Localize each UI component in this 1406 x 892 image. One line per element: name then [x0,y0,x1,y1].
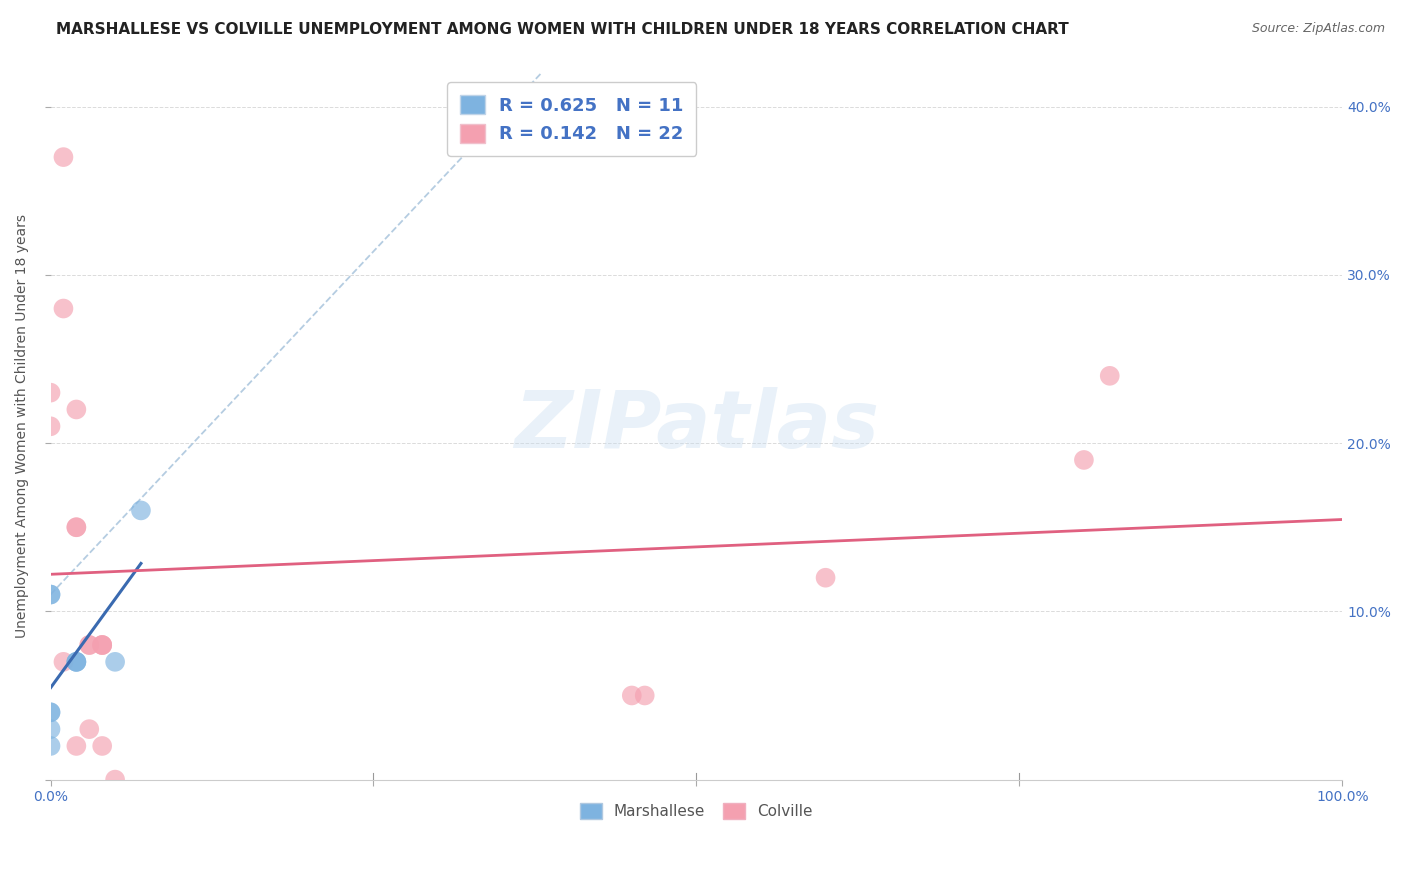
Point [91,739,114,753]
Point [65,739,87,753]
Point [91,638,114,652]
Text: MARSHALLESE VS COLVILLE UNEMPLOYMENT AMONG WOMEN WITH CHILDREN UNDER 18 YEARS CO: MARSHALLESE VS COLVILLE UNEMPLOYMENT AMO… [56,22,1069,37]
Point [39,739,62,753]
Point [65,520,87,534]
Point [634,689,657,703]
Point [39,419,62,434]
Point [65,655,87,669]
Point [91,638,114,652]
Point [129,503,152,517]
Point [620,689,643,703]
Point [77,722,100,736]
Point [814,571,837,585]
Point [1073,453,1095,467]
Point [65,402,87,417]
Legend: Marshallese, Colville: Marshallese, Colville [574,797,818,825]
Y-axis label: Unemployment Among Women with Children Under 18 years: Unemployment Among Women with Children U… [15,214,30,639]
Point [39,588,62,602]
Point [52,150,75,164]
Point [65,655,87,669]
Point [39,706,62,720]
Point [52,655,75,669]
Point [77,638,100,652]
Point [39,588,62,602]
Point [52,301,75,316]
Point [39,706,62,720]
Point [65,520,87,534]
Point [1098,368,1121,383]
Text: ZIPatlas: ZIPatlas [515,387,879,466]
Point [104,772,127,787]
Text: Source: ZipAtlas.com: Source: ZipAtlas.com [1251,22,1385,36]
Point [39,722,62,736]
Point [104,655,127,669]
Point [91,638,114,652]
Point [65,655,87,669]
Point [77,638,100,652]
Point [39,385,62,400]
